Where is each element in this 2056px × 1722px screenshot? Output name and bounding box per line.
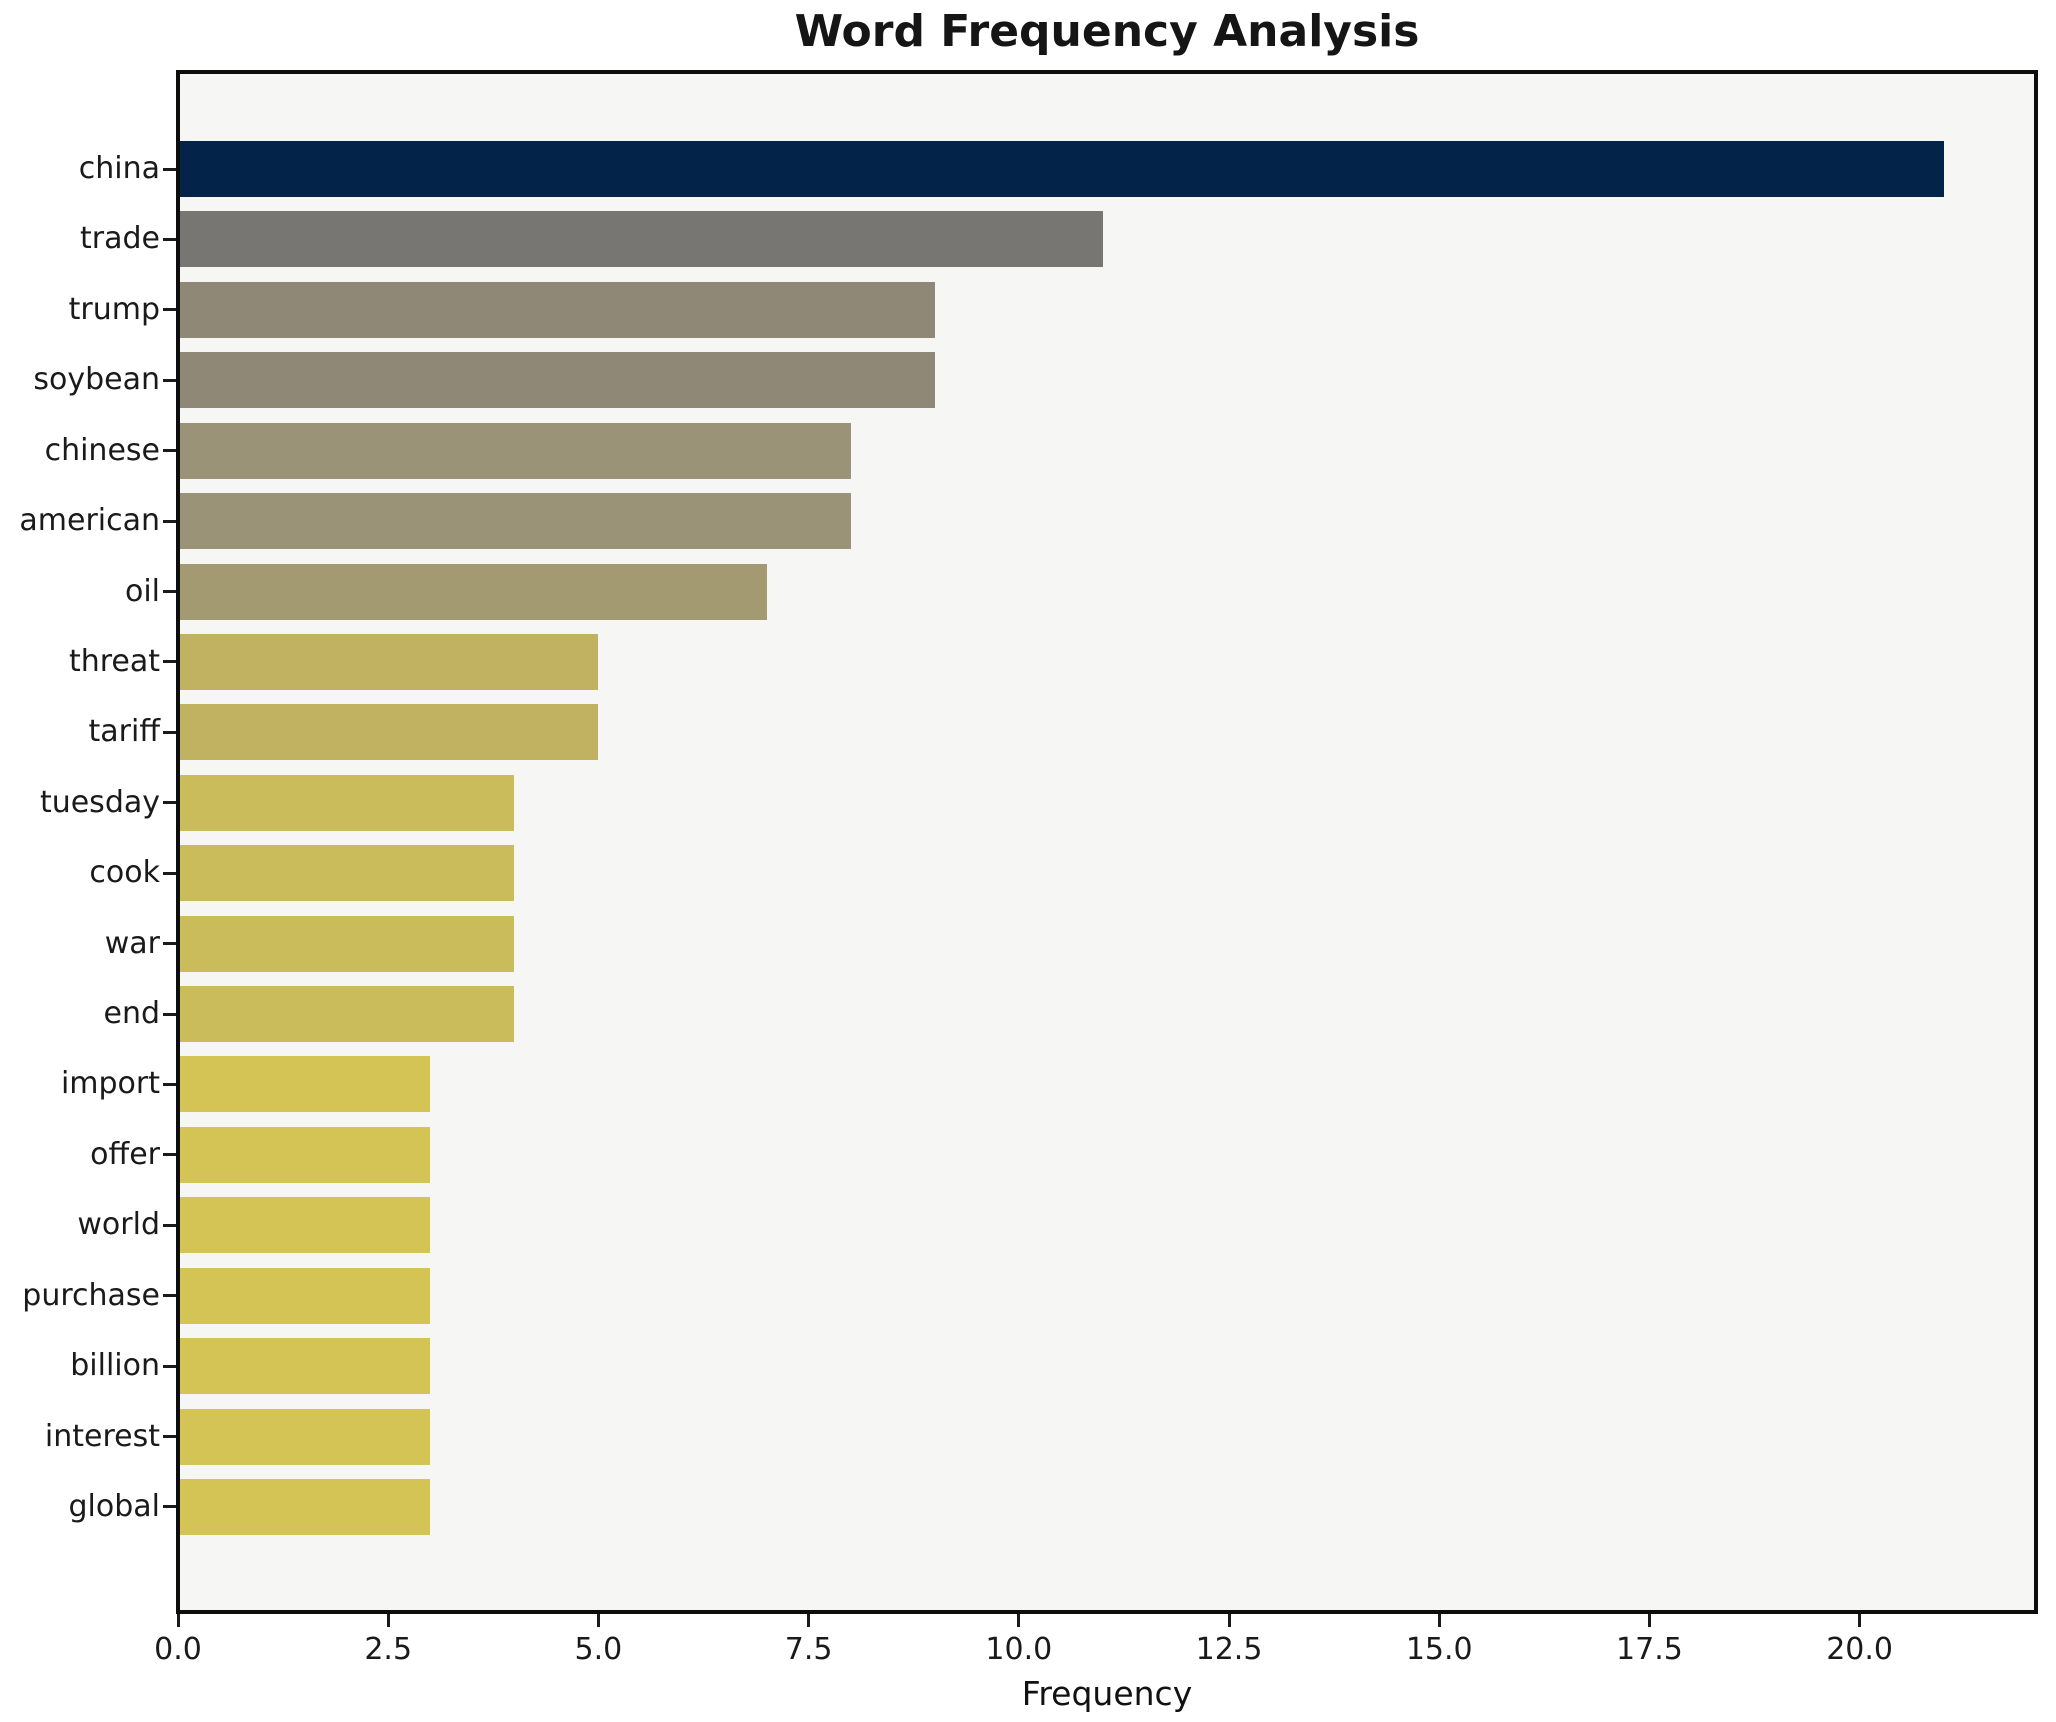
y-tick-mark	[163, 449, 176, 453]
y-tick-label-world: world	[77, 1207, 160, 1243]
bar-soybean	[180, 352, 935, 409]
bar-interest	[180, 1408, 431, 1465]
bar-billion	[180, 1338, 431, 1395]
y-tick-label-billion: billion	[70, 1348, 160, 1384]
bar-purchase	[180, 1267, 431, 1324]
y-tick-mark	[163, 871, 176, 875]
y-tick-label-threat: threat	[68, 643, 160, 679]
bar-cook	[180, 845, 515, 902]
bar-american	[180, 493, 851, 550]
x-tick-label-12.5: 12.5	[1195, 1632, 1263, 1667]
y-tick-mark	[163, 308, 176, 312]
bar-tuesday	[180, 774, 515, 831]
y-tick-mark	[163, 942, 176, 946]
y-tick-mark	[163, 1435, 176, 1439]
y-tick-label-purchase: purchase	[22, 1277, 160, 1313]
x-axis-label: Frequency	[1021, 1674, 1193, 1713]
x-tick-label-10.0: 10.0	[985, 1632, 1053, 1667]
y-tick-label-soybean: soybean	[33, 362, 160, 398]
y-tick-mark	[163, 1364, 176, 1368]
y-tick-label-trump: trump	[68, 291, 160, 327]
y-tick-mark	[163, 1012, 176, 1016]
y-tick-mark	[163, 730, 176, 734]
y-tick-label-end: end	[103, 996, 160, 1032]
y-tick-label-trade: trade	[80, 221, 160, 257]
y-tick-mark	[163, 660, 176, 664]
x-tick-label-5.0: 5.0	[574, 1632, 623, 1667]
x-tick-label-7.5: 7.5	[784, 1632, 833, 1667]
y-tick-label-global: global	[68, 1488, 161, 1524]
y-tick-label-china: china	[78, 151, 160, 186]
bar-trade	[180, 211, 1103, 268]
y-tick-label-interest: interest	[44, 1418, 160, 1454]
bar-tariff	[180, 704, 599, 761]
y-tick-label-offer: offer	[90, 1136, 160, 1172]
y-tick-mark	[163, 1294, 176, 1298]
y-tick-mark	[163, 519, 176, 523]
y-tick-mark	[163, 1505, 176, 1509]
x-tick-mark	[1227, 1614, 1231, 1627]
chart-title: Word Frequency Analysis	[794, 6, 1420, 57]
bar-import	[180, 1056, 431, 1113]
y-tick-mark	[163, 590, 176, 594]
x-tick-label-15.0: 15.0	[1405, 1632, 1473, 1667]
bar-world	[180, 1197, 431, 1254]
bar-chinese	[180, 422, 851, 479]
y-tick-label-chinese: chinese	[44, 432, 160, 468]
y-tick-mark	[163, 1082, 176, 1086]
y-tick-mark	[163, 801, 176, 805]
x-tick-label-0.0: 0.0	[154, 1632, 202, 1667]
bar-end	[180, 986, 515, 1043]
x-tick-mark	[596, 1614, 600, 1627]
y-tick-label-tuesday: tuesday	[39, 784, 160, 820]
bar-global	[180, 1478, 431, 1535]
bar-china	[180, 141, 1944, 197]
y-tick-label-oil: oil	[124, 573, 160, 609]
x-tick-label-20.0: 20.0	[1826, 1632, 1894, 1667]
y-tick-mark	[163, 167, 176, 171]
y-tick-mark	[163, 1223, 176, 1227]
x-tick-mark	[807, 1614, 811, 1627]
y-tick-mark	[163, 237, 176, 241]
bar-war	[180, 915, 515, 972]
y-tick-label-cook: cook	[89, 855, 160, 891]
y-tick-label-tariff: tariff	[88, 714, 160, 750]
bar-oil	[180, 563, 767, 620]
bar-threat	[180, 633, 599, 690]
bar-offer	[180, 1126, 431, 1183]
y-tick-label-import: import	[60, 1066, 160, 1102]
x-tick-label-2.5: 2.5	[364, 1632, 413, 1667]
y-tick-label-war: war	[104, 925, 160, 961]
x-tick-mark	[1858, 1614, 1862, 1627]
plot-area	[176, 70, 2038, 1614]
x-tick-mark	[386, 1614, 390, 1627]
x-tick-mark	[176, 1614, 180, 1627]
y-tick-label-american: american	[19, 503, 160, 539]
x-tick-label-17.5: 17.5	[1616, 1632, 1683, 1667]
x-tick-mark	[1647, 1614, 1651, 1627]
x-tick-mark	[1017, 1614, 1021, 1627]
y-tick-mark	[163, 378, 176, 382]
y-tick-mark	[163, 1153, 176, 1157]
x-tick-mark	[1437, 1614, 1441, 1627]
bar-trump	[180, 281, 935, 338]
